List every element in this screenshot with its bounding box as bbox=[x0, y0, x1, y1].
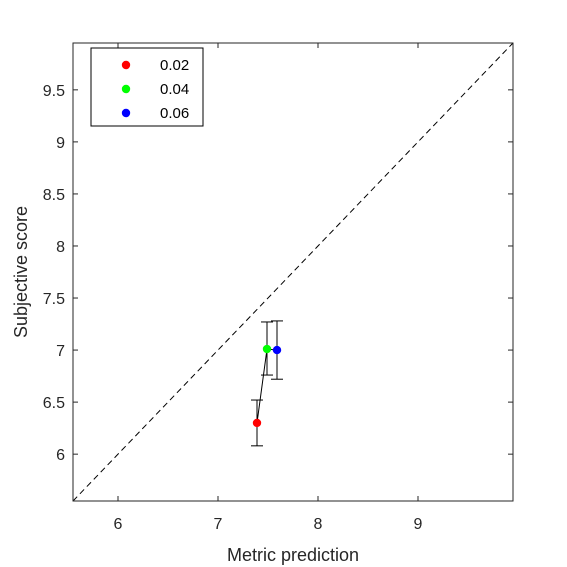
legend: 0.02 0.04 0.06 bbox=[90, 47, 204, 127]
y-tick-label: 6 bbox=[56, 447, 65, 464]
legend-label-1: 0.02 bbox=[160, 57, 189, 74]
legend-label-3: 0.06 bbox=[160, 105, 189, 122]
y-tick-label: 8.5 bbox=[43, 187, 65, 204]
x-axis-ticks: 6 7 8 9 bbox=[114, 43, 423, 533]
legend-label-2: 0.04 bbox=[160, 81, 189, 98]
y-tick-label: 8 bbox=[56, 239, 65, 256]
x-tick-label: 6 bbox=[114, 516, 123, 533]
y-tick-label: 7.5 bbox=[43, 291, 65, 308]
data-marks bbox=[72, 42, 514, 502]
x-tick-label: 7 bbox=[214, 516, 223, 533]
y-tick-label: 7 bbox=[56, 343, 65, 360]
y-axis-ticks: 6 6.5 7 7.5 8 8.5 9 9.5 bbox=[43, 83, 513, 464]
y-axis-label: Subjective score bbox=[11, 206, 31, 338]
legend-marker-2 bbox=[121, 84, 131, 94]
legend-items: 0.02 0.04 0.06 bbox=[121, 57, 189, 122]
reference-diagonal-line bbox=[72, 42, 514, 502]
axes-box bbox=[72, 42, 514, 502]
data-point-3 bbox=[272, 345, 282, 355]
legend-marker-1 bbox=[121, 60, 131, 70]
legend-box bbox=[90, 47, 204, 127]
y-tick-label: 6.5 bbox=[43, 395, 65, 412]
x-tick-label: 9 bbox=[414, 516, 423, 533]
data-point-1 bbox=[252, 418, 262, 428]
x-tick-label: 8 bbox=[314, 516, 323, 533]
y-tick-label: 9 bbox=[56, 135, 65, 152]
legend-marker-3 bbox=[121, 108, 131, 118]
x-axis-label: Metric prediction bbox=[227, 545, 359, 565]
y-tick-label: 9.5 bbox=[43, 83, 65, 100]
data-point-2 bbox=[262, 344, 272, 354]
